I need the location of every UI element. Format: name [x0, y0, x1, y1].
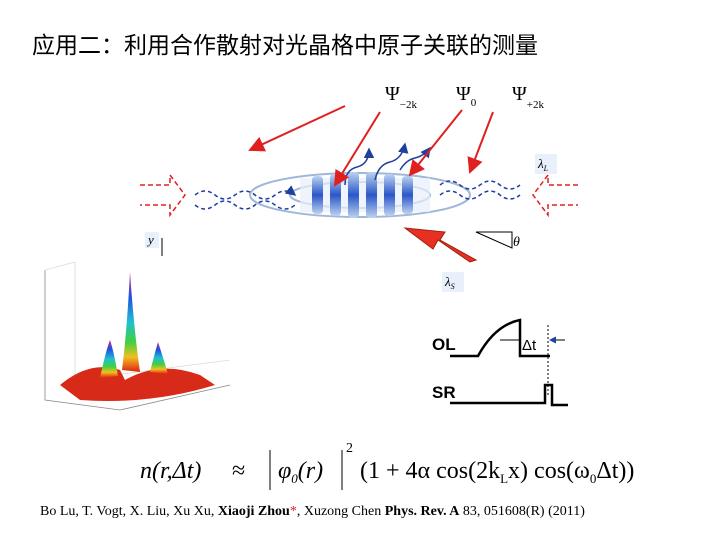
text-part: Xiaoji Zhou [218, 504, 290, 519]
sr-label: SR [432, 383, 456, 402]
text-part: −2k [400, 99, 418, 111]
lattice-diagram [140, 105, 578, 263]
text-part: x) cos(ω [508, 458, 590, 484]
text-part: λ [444, 274, 451, 289]
psi-labels: Ψ−2k Ψ0 Ψ+2k [385, 83, 544, 111]
text-part: +2k [527, 99, 545, 111]
citation: Bo Lu, T. Vogt, X. Liu, Xu Xu, Xiaoji Zh… [40, 504, 585, 519]
text-part: 83, 051608(R) (2011) [459, 504, 585, 519]
text-part: 0 [291, 471, 298, 486]
text-part: (1 + 4α cos(2k [360, 458, 500, 484]
text-part: L [500, 471, 508, 486]
text-part: φ [278, 458, 291, 484]
psi-label: Ψ−2k [385, 83, 417, 111]
text-part: S [451, 282, 455, 291]
text-part: L [543, 164, 549, 173]
text-part: 0 [471, 97, 477, 109]
ol-label: OL [432, 335, 456, 354]
lambda-s: λS [444, 274, 455, 291]
text-part: Ψ [512, 83, 527, 105]
text-part: Δt)) [596, 458, 634, 484]
text-part: λ [537, 156, 544, 171]
psi-label: Ψ0 [456, 83, 477, 109]
lambda-l: λL [537, 156, 549, 173]
theta-label: θ [513, 235, 520, 250]
formula-power: 2 [346, 441, 353, 456]
text-part: Ψ [456, 83, 471, 105]
text-part: Bo Lu, T. Vogt, X. Liu, Xu Xu, [40, 504, 218, 519]
formula-phi: φ0(r) [278, 458, 323, 486]
text-part: * [290, 504, 297, 519]
surface-plot [44, 261, 231, 411]
title: 应用二：利用合作散射对光晶格中原子关联的测量 [32, 33, 538, 58]
text-part: , Xuzong Chen [297, 504, 385, 519]
formula-lhs: n(r,Δt) [140, 458, 201, 484]
text-part: Phys. Rev. A [385, 504, 461, 519]
formula-rhs: (1 + 4α cos(2kLx) cos(ω0Δt)) [360, 458, 634, 486]
formula: n(r,Δt) ≈ φ0(r) 2 (1 + 4α cos(2kLx) cos(… [140, 441, 634, 490]
y-label: y [146, 232, 154, 247]
timing-diagram: OL Δt SR [432, 318, 568, 407]
text-part: (r) [298, 458, 323, 484]
psi-label: Ψ+2k [512, 83, 544, 111]
text-part: Ψ [385, 83, 400, 105]
dt-label: Δt [522, 337, 537, 354]
formula-approx: ≈ [232, 458, 245, 484]
text-part: 0 [590, 471, 597, 486]
